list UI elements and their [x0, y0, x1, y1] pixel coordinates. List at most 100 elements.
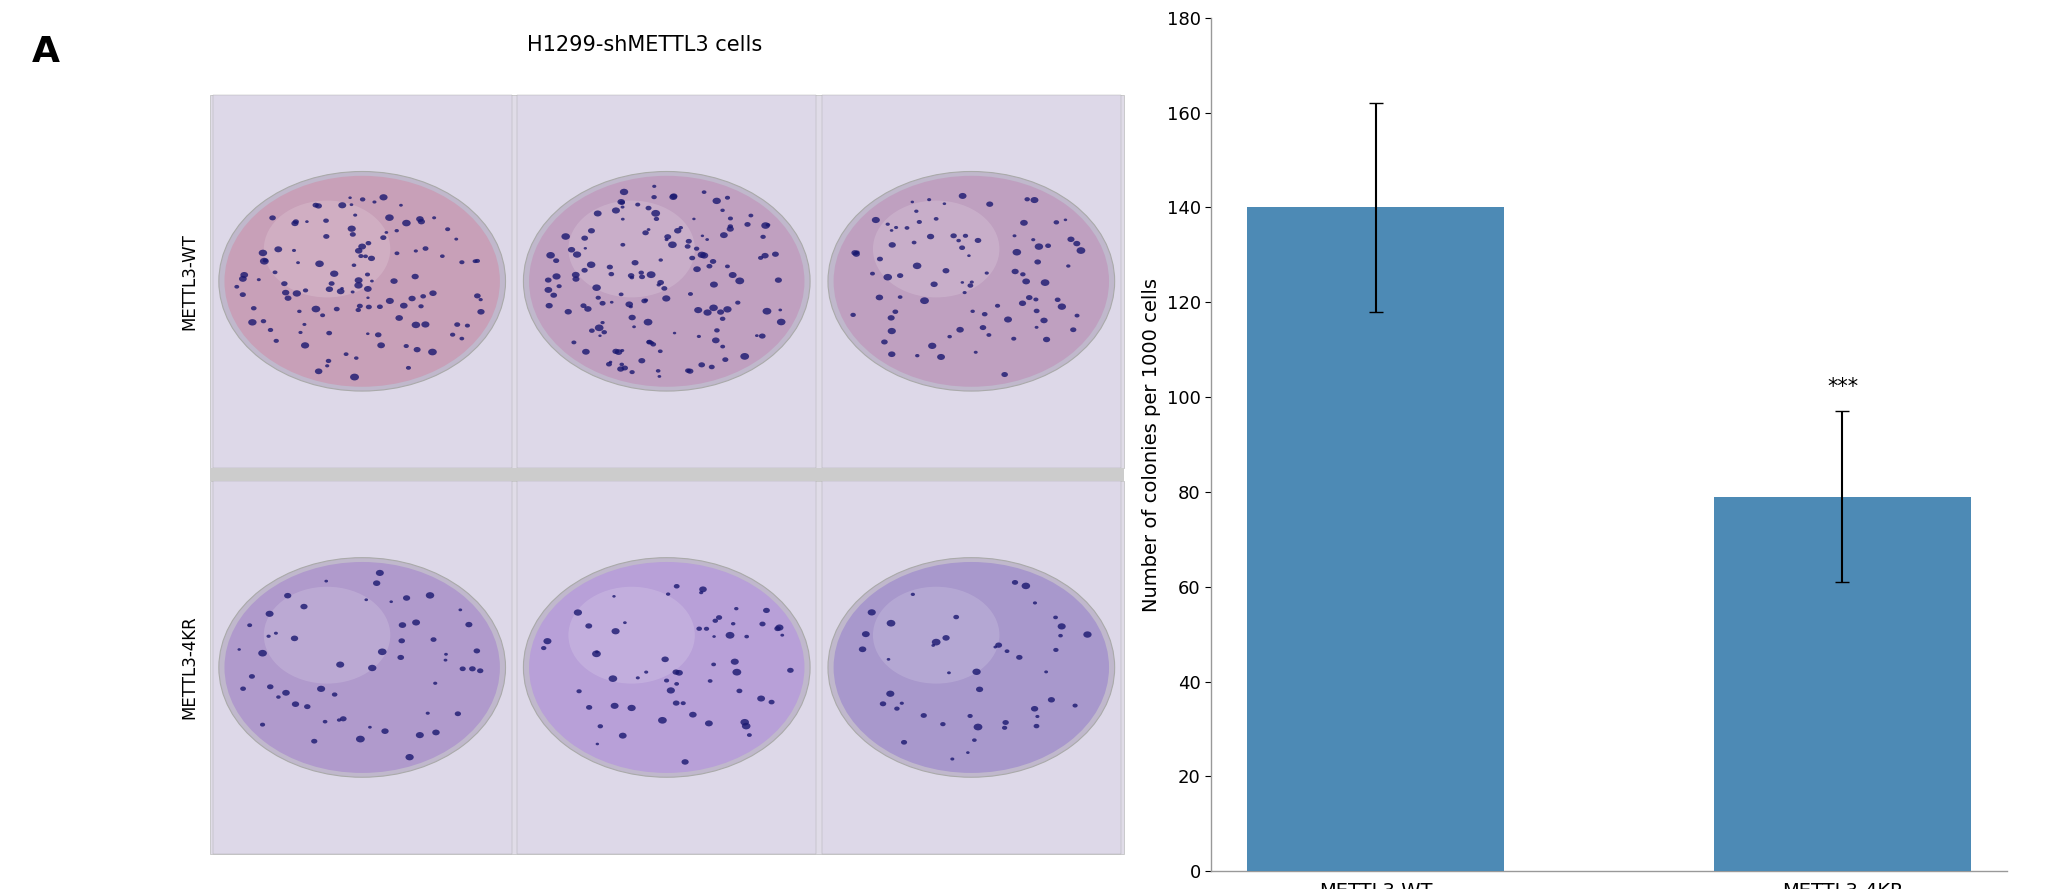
Circle shape	[260, 319, 266, 324]
Circle shape	[872, 217, 881, 223]
Circle shape	[852, 252, 860, 257]
Circle shape	[1022, 582, 1030, 589]
Circle shape	[582, 348, 590, 355]
Circle shape	[418, 219, 426, 224]
Circle shape	[881, 340, 887, 345]
Circle shape	[1034, 724, 1040, 728]
Circle shape	[657, 717, 668, 724]
Circle shape	[332, 693, 338, 697]
Circle shape	[616, 366, 625, 372]
Circle shape	[1012, 580, 1018, 585]
Circle shape	[651, 210, 659, 217]
Circle shape	[528, 176, 805, 387]
Circle shape	[629, 315, 635, 320]
Circle shape	[762, 308, 772, 315]
Circle shape	[330, 270, 338, 276]
Circle shape	[940, 722, 946, 726]
Circle shape	[623, 621, 627, 624]
Circle shape	[274, 246, 283, 252]
Circle shape	[598, 725, 602, 728]
Y-axis label: Number of colonies per 1000 cells: Number of colonies per 1000 cells	[1143, 277, 1161, 612]
Circle shape	[950, 757, 954, 761]
Circle shape	[225, 562, 500, 773]
Circle shape	[958, 245, 965, 250]
Circle shape	[465, 622, 473, 628]
Circle shape	[408, 296, 416, 301]
Circle shape	[1004, 316, 1012, 323]
Circle shape	[315, 204, 322, 209]
Circle shape	[399, 303, 408, 308]
Circle shape	[938, 354, 944, 360]
Circle shape	[326, 364, 330, 367]
Circle shape	[967, 254, 971, 257]
Circle shape	[473, 648, 479, 653]
Circle shape	[688, 712, 696, 717]
Circle shape	[301, 604, 307, 609]
Circle shape	[971, 309, 975, 313]
Circle shape	[426, 592, 434, 598]
Circle shape	[473, 260, 477, 263]
Circle shape	[692, 267, 700, 272]
Bar	[209, 481, 1124, 854]
Circle shape	[985, 271, 989, 275]
Circle shape	[315, 368, 322, 374]
Circle shape	[369, 665, 377, 671]
Circle shape	[616, 199, 625, 204]
Circle shape	[932, 639, 940, 645]
Circle shape	[647, 271, 655, 278]
Circle shape	[258, 650, 266, 657]
Circle shape	[639, 358, 645, 364]
Circle shape	[666, 238, 668, 241]
Circle shape	[399, 638, 406, 644]
Circle shape	[356, 308, 360, 312]
Circle shape	[334, 307, 340, 311]
Circle shape	[608, 272, 614, 276]
Circle shape	[240, 292, 246, 297]
Circle shape	[264, 201, 391, 298]
Circle shape	[877, 257, 883, 261]
Circle shape	[612, 595, 616, 597]
Circle shape	[694, 246, 698, 251]
Circle shape	[887, 691, 895, 697]
Circle shape	[881, 701, 887, 706]
Circle shape	[756, 334, 758, 337]
Circle shape	[631, 260, 639, 266]
Circle shape	[618, 363, 625, 366]
Circle shape	[674, 228, 682, 234]
Circle shape	[717, 615, 723, 620]
Circle shape	[948, 335, 952, 339]
Circle shape	[475, 259, 479, 263]
Circle shape	[303, 704, 311, 709]
Circle shape	[569, 201, 694, 298]
Circle shape	[326, 286, 334, 292]
Circle shape	[360, 197, 365, 202]
Circle shape	[1059, 634, 1063, 637]
Circle shape	[1012, 337, 1016, 340]
Circle shape	[987, 202, 993, 207]
Circle shape	[1057, 303, 1067, 310]
Circle shape	[678, 226, 682, 229]
Circle shape	[961, 281, 965, 284]
Circle shape	[266, 685, 274, 689]
Circle shape	[725, 632, 735, 638]
Circle shape	[700, 252, 709, 259]
Circle shape	[719, 316, 725, 321]
Circle shape	[377, 342, 385, 348]
Circle shape	[668, 687, 676, 693]
Circle shape	[317, 685, 326, 692]
Circle shape	[887, 315, 895, 321]
Circle shape	[979, 325, 987, 330]
Circle shape	[225, 176, 500, 387]
Circle shape	[633, 325, 637, 328]
Circle shape	[344, 352, 348, 356]
Circle shape	[354, 277, 362, 284]
Circle shape	[682, 759, 688, 765]
Circle shape	[260, 258, 268, 265]
Circle shape	[381, 236, 387, 240]
Circle shape	[748, 733, 752, 737]
Text: A: A	[31, 35, 59, 68]
Circle shape	[743, 635, 750, 638]
Circle shape	[942, 203, 946, 205]
Circle shape	[645, 205, 651, 211]
Circle shape	[887, 658, 891, 661]
